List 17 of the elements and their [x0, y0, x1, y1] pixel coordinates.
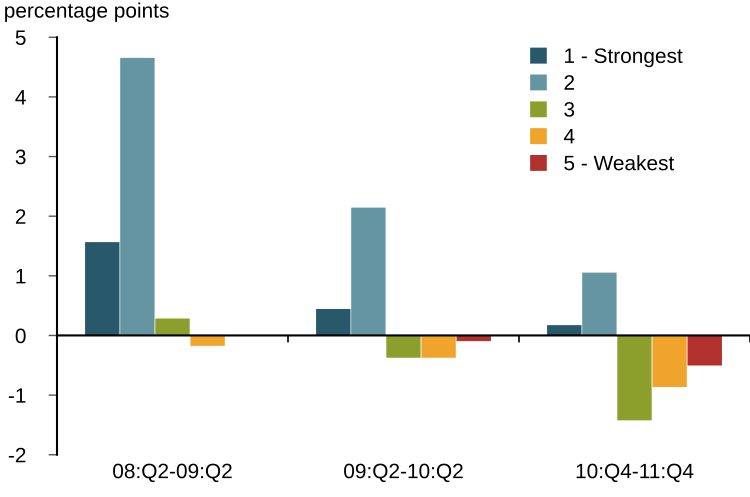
legend-label: 2	[564, 75, 574, 90]
y-tick-label: -1	[8, 388, 26, 403]
y-tick-label: 1	[16, 269, 26, 284]
legend-label: 3	[564, 102, 574, 117]
legend-label: 5 - Weakest	[564, 155, 674, 170]
x-tick-label: 09:Q2-10:Q2	[344, 464, 463, 482]
y-tick-label: 3	[16, 150, 26, 164]
y-tick-label: 5	[16, 30, 26, 46]
y-tick-label: 4	[15, 90, 26, 104]
legend-label: 4	[564, 129, 574, 144]
x-tick-label: 08:Q2-09:Q2	[113, 464, 232, 482]
y-tick-label: 2	[16, 209, 26, 224]
legend-label: 1 - Strongest	[565, 48, 683, 68]
y-tick-label: 0	[16, 328, 26, 344]
x-tick-label: 10:Q4-11:Q4	[576, 464, 694, 482]
y-axis-title: percentage points	[5, 2, 169, 22]
y-tick-label: -2	[8, 448, 26, 462]
